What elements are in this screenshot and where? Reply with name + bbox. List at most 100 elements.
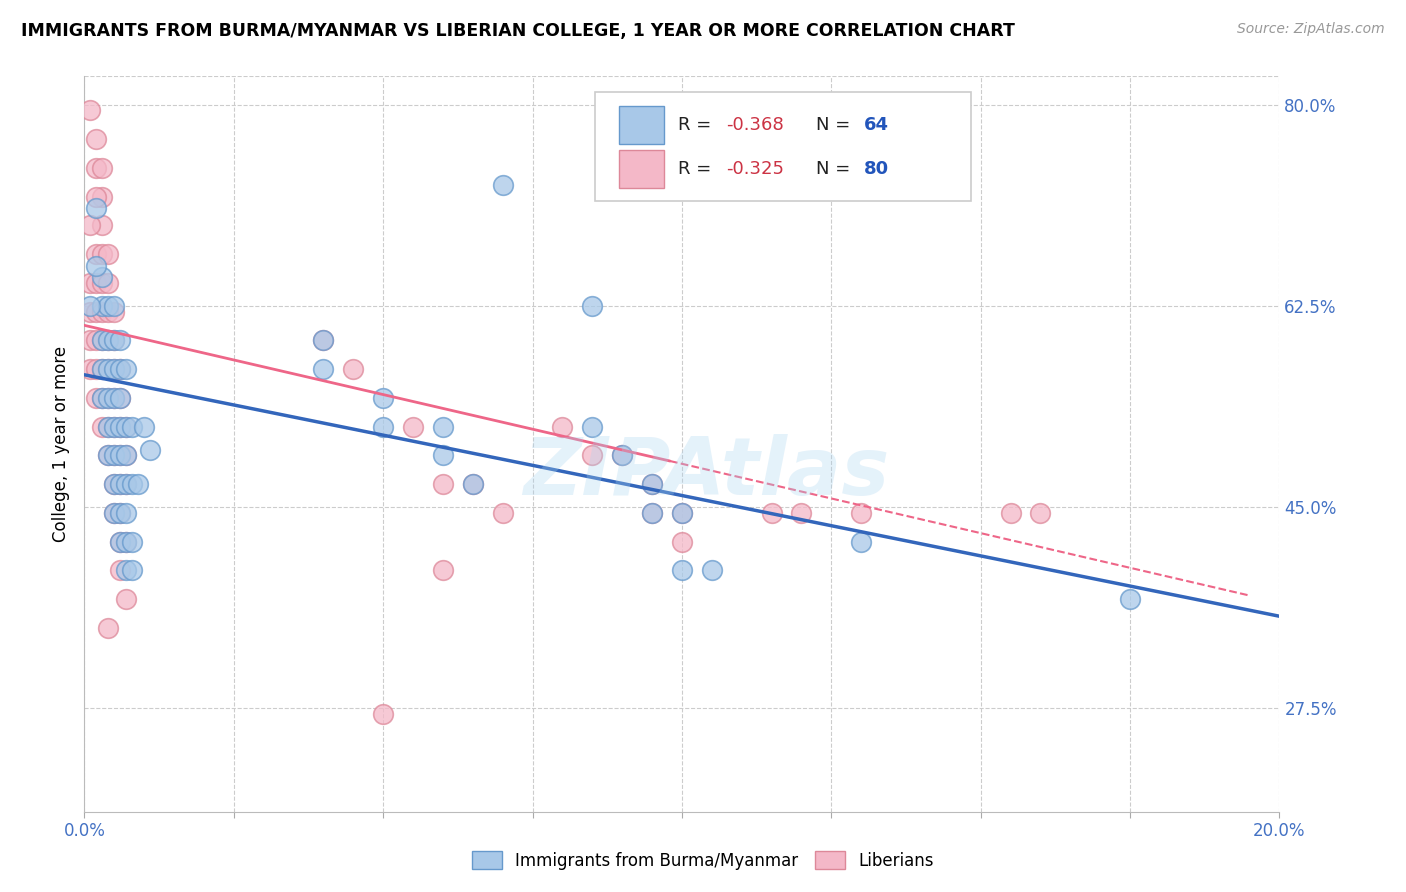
Point xyxy=(373,391,395,405)
Point xyxy=(110,448,132,462)
Point xyxy=(97,333,120,347)
Point xyxy=(110,477,132,491)
Point xyxy=(103,506,125,520)
Point xyxy=(103,506,125,520)
Point xyxy=(97,621,120,635)
Point xyxy=(91,304,114,318)
Point xyxy=(91,391,114,405)
Point xyxy=(97,362,120,376)
FancyBboxPatch shape xyxy=(619,106,664,145)
Point xyxy=(115,563,138,577)
Point xyxy=(492,178,515,192)
Point xyxy=(851,506,873,520)
Point xyxy=(110,448,132,462)
Point xyxy=(91,219,114,233)
Point xyxy=(121,534,143,549)
Text: N =: N = xyxy=(815,161,856,178)
Point xyxy=(97,419,120,434)
Point xyxy=(79,276,101,290)
Legend: Immigrants from Burma/Myanmar, Liberians: Immigrants from Burma/Myanmar, Liberians xyxy=(465,845,941,877)
Text: 64: 64 xyxy=(863,116,889,134)
Point xyxy=(103,477,125,491)
Point xyxy=(86,161,108,175)
Point xyxy=(132,419,156,434)
Point xyxy=(103,477,125,491)
Point xyxy=(110,563,132,577)
Point xyxy=(671,506,693,520)
Point xyxy=(91,333,114,347)
Point xyxy=(127,477,149,491)
Text: IMMIGRANTS FROM BURMA/MYANMAR VS LIBERIAN COLLEGE, 1 YEAR OR MORE CORRELATION CH: IMMIGRANTS FROM BURMA/MYANMAR VS LIBERIA… xyxy=(21,22,1015,40)
Point xyxy=(103,299,125,313)
Point xyxy=(97,247,120,261)
Point xyxy=(115,534,138,549)
Point xyxy=(97,304,120,318)
Text: N =: N = xyxy=(815,116,856,134)
Text: R =: R = xyxy=(678,161,717,178)
Point xyxy=(121,563,143,577)
Point xyxy=(79,304,101,318)
Point xyxy=(110,391,132,405)
Point xyxy=(1000,506,1022,520)
Point xyxy=(91,391,114,405)
Point xyxy=(86,362,108,376)
Point xyxy=(79,219,101,233)
Point xyxy=(851,534,873,549)
Point xyxy=(110,419,132,434)
Point xyxy=(86,201,108,215)
Point xyxy=(91,247,114,261)
Point xyxy=(91,299,114,313)
Point xyxy=(86,276,108,290)
FancyBboxPatch shape xyxy=(595,92,972,201)
Point xyxy=(103,362,125,376)
Point xyxy=(79,362,101,376)
Text: -0.325: -0.325 xyxy=(725,161,785,178)
Point xyxy=(115,477,138,491)
Point xyxy=(612,448,634,462)
Point xyxy=(551,419,574,434)
Point xyxy=(110,534,132,549)
Point xyxy=(121,477,143,491)
Point xyxy=(373,706,395,721)
Point xyxy=(761,506,783,520)
Point xyxy=(97,333,120,347)
Point xyxy=(641,506,664,520)
Point xyxy=(492,506,515,520)
Point xyxy=(432,563,454,577)
Point xyxy=(97,276,120,290)
Point xyxy=(581,299,603,313)
Point xyxy=(97,419,120,434)
Point xyxy=(115,419,138,434)
Point xyxy=(79,103,101,118)
Point xyxy=(103,448,125,462)
Point xyxy=(671,506,693,520)
Point xyxy=(86,247,108,261)
Point xyxy=(79,333,101,347)
Point xyxy=(86,333,108,347)
Point xyxy=(700,563,723,577)
Text: 80: 80 xyxy=(863,161,889,178)
Point xyxy=(97,391,120,405)
Point xyxy=(103,362,125,376)
Point xyxy=(110,362,132,376)
Point xyxy=(790,506,813,520)
Point xyxy=(97,391,120,405)
Point xyxy=(139,442,162,457)
Point xyxy=(91,276,114,290)
Point xyxy=(91,333,114,347)
Point xyxy=(103,391,125,405)
Point xyxy=(86,304,108,318)
Point xyxy=(432,448,454,462)
Point xyxy=(312,333,335,347)
Point xyxy=(402,419,425,434)
Point xyxy=(110,477,132,491)
Point xyxy=(641,506,664,520)
Point xyxy=(91,362,114,376)
Point xyxy=(461,477,484,491)
Point xyxy=(79,299,101,313)
Point xyxy=(110,506,132,520)
Point xyxy=(103,391,125,405)
Point xyxy=(312,362,335,376)
Point xyxy=(432,419,454,434)
FancyBboxPatch shape xyxy=(619,150,664,188)
